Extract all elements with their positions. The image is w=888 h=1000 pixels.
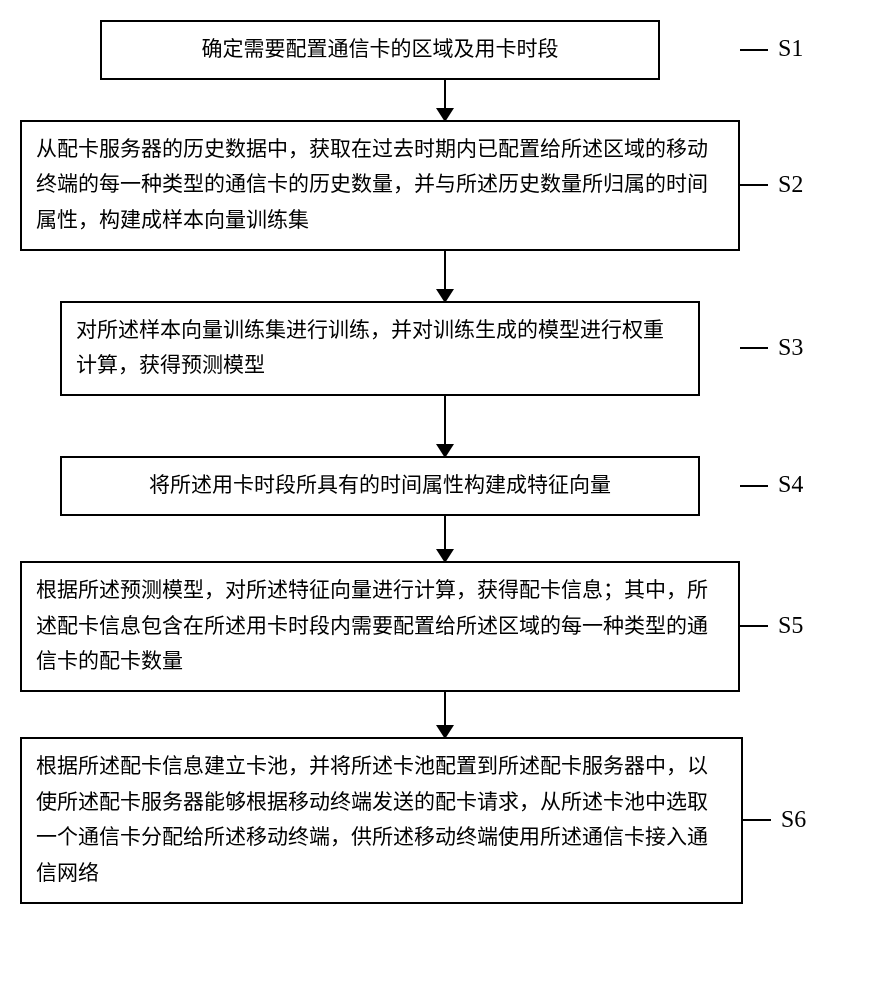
step-label-s4: S4 bbox=[768, 472, 868, 499]
connector-line bbox=[743, 819, 771, 821]
step-row-s4: 将所述用卡时段所具有的时间属性构建成特征向量 S4 bbox=[20, 456, 870, 516]
step-label-s3: S3 bbox=[768, 335, 868, 362]
step-box-s6: 根据所述配卡信息建立卡池，并将所述卡池配置到所述配卡服务器中，以使所述配卡服务器… bbox=[20, 737, 743, 904]
step-label-s2: S2 bbox=[768, 172, 868, 199]
arrow-down-icon bbox=[444, 396, 446, 456]
arrow-wrap bbox=[85, 692, 805, 737]
arrow-down-icon bbox=[444, 251, 446, 301]
arrow-wrap bbox=[85, 80, 805, 120]
connector-line bbox=[740, 485, 768, 487]
step-box-s2: 从配卡服务器的历史数据中，获取在过去时期内已配置给所述区域的移动终端的每一种类型… bbox=[20, 120, 740, 251]
arrow-down-icon bbox=[444, 80, 446, 120]
step-row-s2: 从配卡服务器的历史数据中，获取在过去时期内已配置给所述区域的移动终端的每一种类型… bbox=[20, 120, 870, 251]
connector-line bbox=[740, 625, 768, 627]
step-label-s1: S1 bbox=[768, 36, 868, 63]
connector-line bbox=[740, 49, 768, 51]
arrow-wrap bbox=[85, 516, 805, 561]
arrow-wrap bbox=[85, 251, 805, 301]
connector-line bbox=[740, 347, 768, 349]
flowchart-container: 确定需要配置通信卡的区域及用卡时段 S1 从配卡服务器的历史数据中，获取在过去时期内… bbox=[20, 20, 870, 904]
step-box-s1: 确定需要配置通信卡的区域及用卡时段 bbox=[100, 20, 660, 80]
step-row-s3: 对所述样本向量训练集进行训练，并对训练生成的模型进行权重计算，获得预测模型 S3 bbox=[20, 301, 870, 396]
step-row-s6: 根据所述配卡信息建立卡池，并将所述卡池配置到所述配卡服务器中，以使所述配卡服务器… bbox=[20, 737, 870, 904]
arrow-down-icon bbox=[444, 692, 446, 737]
connector-line bbox=[740, 184, 768, 186]
step-row-s1: 确定需要配置通信卡的区域及用卡时段 S1 bbox=[20, 20, 870, 80]
arrow-wrap bbox=[85, 396, 805, 456]
step-label-s5: S5 bbox=[768, 613, 868, 640]
step-row-s5: 根据所述预测模型，对所述特征向量进行计算，获得配卡信息；其中，所述配卡信息包含在… bbox=[20, 561, 870, 692]
step-box-s5: 根据所述预测模型，对所述特征向量进行计算，获得配卡信息；其中，所述配卡信息包含在… bbox=[20, 561, 740, 692]
step-box-s4: 将所述用卡时段所具有的时间属性构建成特征向量 bbox=[60, 456, 700, 516]
step-label-s6: S6 bbox=[771, 807, 870, 834]
step-box-s3: 对所述样本向量训练集进行训练，并对训练生成的模型进行权重计算，获得预测模型 bbox=[60, 301, 700, 396]
arrow-down-icon bbox=[444, 516, 446, 561]
